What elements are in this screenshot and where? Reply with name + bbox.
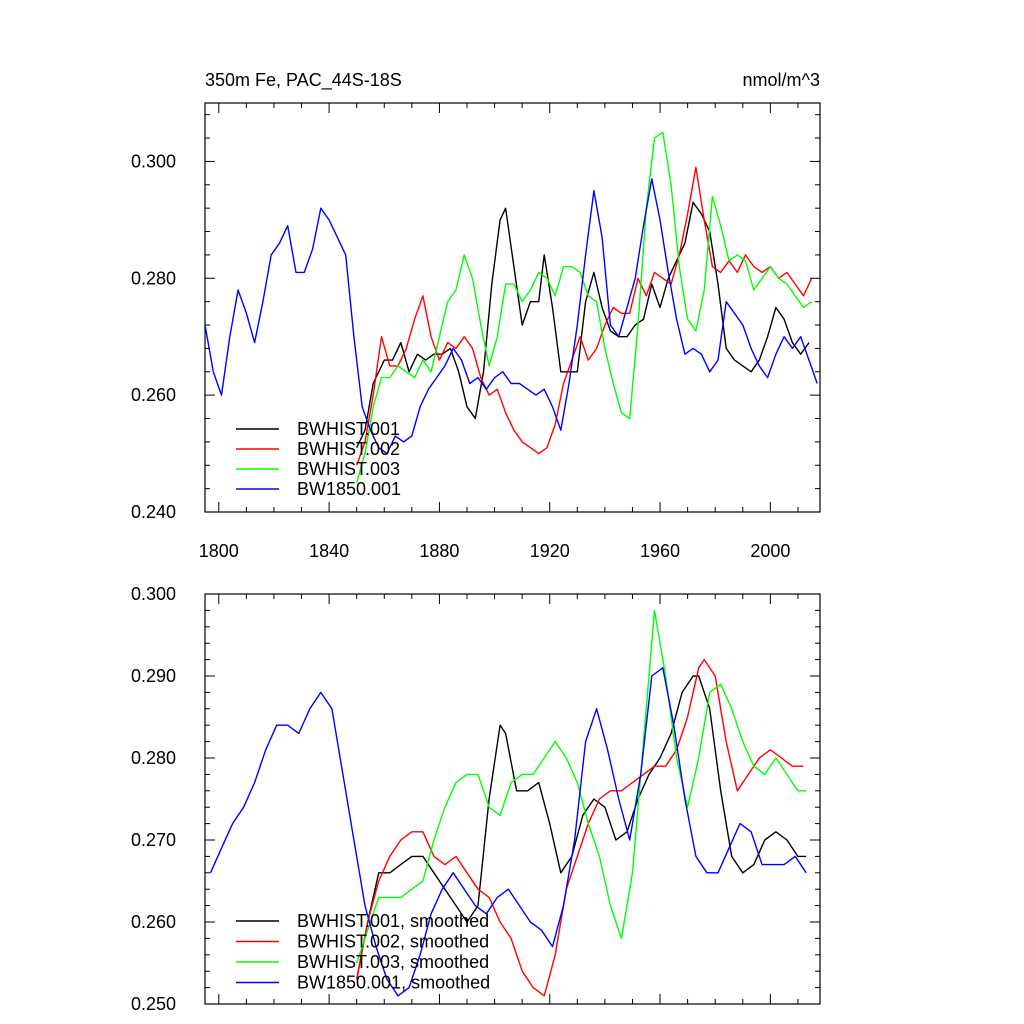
legend-label: BWHIST.002, smoothed: [297, 932, 489, 952]
y-tick-label: 0.240: [131, 502, 176, 522]
plot-frame: [204, 102, 821, 513]
y-tick-label: 0.260: [131, 912, 176, 932]
series-line-bwhist-002: [356, 166, 813, 466]
smoothed-timeseries-plot: 0.250 0.260 0.270 0.280 0.290 0.300 BWHIST.001…: [131, 584, 821, 1014]
y-tick-label: 0.260: [131, 385, 176, 405]
y-tick-label: 0.250: [131, 994, 176, 1014]
legend-label: BWHIST.001, smoothed: [297, 911, 489, 931]
series-line-bwhist-003: [356, 131, 813, 483]
x-tick-label: 1800: [199, 541, 239, 561]
series-line-bw1850-001-smoothed: [209, 667, 807, 997]
legend-label: BWHIST.003, smoothed: [297, 952, 489, 972]
y-tick-label: 0.270: [131, 830, 176, 850]
legend-label: BWHIST.003: [297, 459, 400, 479]
legend-label: BW1850.001, smoothed: [297, 973, 490, 993]
legend-label: BW1850.001: [297, 479, 401, 499]
raw-timeseries-plot: 1800 1840 1880 1920 1960 2000 0.240 0.260 0.280 0…: [131, 102, 821, 561]
series-line-bwhist-001-smoothed: [356, 675, 807, 980]
y-tick-label: 0.300: [131, 151, 176, 171]
y-tick-label: 0.290: [131, 666, 176, 686]
y-tick-label: 0.280: [131, 268, 176, 288]
figure-title: 350m Fe, PAC_44S-18S: [205, 70, 402, 91]
x-tick-label: 2000: [750, 541, 790, 561]
x-tick-label: 1960: [640, 541, 680, 561]
x-tick-label: 1920: [530, 541, 570, 561]
y-tick-label: 0.300: [131, 584, 176, 604]
series-line-bwhist-001: [356, 201, 810, 448]
units-label: nmol/m^3: [743, 70, 820, 90]
x-tick-label: 1840: [309, 541, 349, 561]
legend-label: BWHIST.002: [297, 439, 400, 459]
series-line-bwhist-003-smoothed: [356, 609, 807, 964]
legend-label: BWHIST.001: [297, 419, 400, 439]
series-line-bwhist-002-smoothed: [356, 658, 804, 997]
y-tick-label: 0.280: [131, 748, 176, 768]
series-line-bw1850-001: [205, 178, 818, 455]
plot-frame: [204, 593, 821, 1005]
x-tick-label: 1880: [419, 541, 459, 561]
